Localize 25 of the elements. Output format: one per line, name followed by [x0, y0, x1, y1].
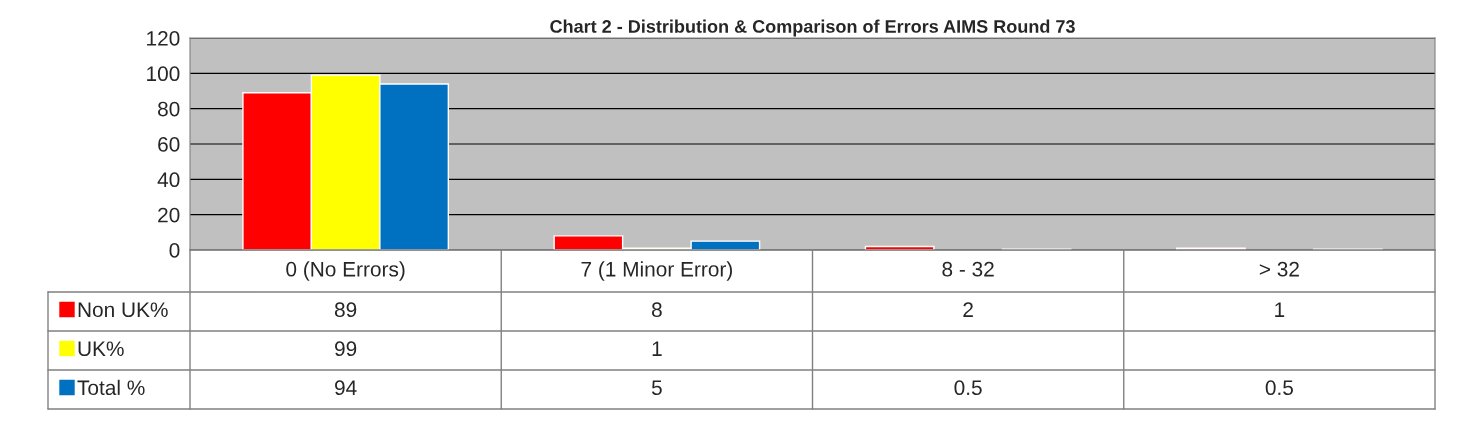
x-tick-label: > 32: [1259, 261, 1299, 277]
data-label: 8: [651, 302, 662, 318]
y-tick-label: 120: [147, 31, 180, 46]
y-tick-label: 20: [158, 207, 180, 223]
data-label: 0.5: [1265, 380, 1293, 396]
y-tick-label: 0: [169, 243, 180, 258]
data-label: 2: [963, 302, 973, 317]
data-label: 1: [1275, 302, 1285, 317]
data-label: 5: [651, 380, 662, 396]
y-tick-label: 100: [147, 66, 180, 82]
y-tick-label: 40: [157, 172, 180, 188]
legend-label: UK%: [78, 341, 124, 357]
data-label: 89: [334, 302, 357, 318]
chart-title: Chart 2 - Distribution & Comparison of Errors AIMS Round 73: [550, 19, 1075, 37]
x-tick-label: 0 (No Errors): [286, 261, 405, 281]
legend-label: Non UK%: [78, 302, 168, 318]
data-label: 94: [335, 380, 357, 396]
x-tick-label: 8 - 32: [942, 261, 994, 277]
x-tick-label: 7 (1 Minor Error): [581, 261, 732, 281]
data-label: 0.5: [954, 380, 982, 396]
y-tick-label: 60: [158, 137, 180, 152]
legend-label: Total %: [77, 379, 145, 396]
y-tick-label: 80: [158, 101, 180, 117]
data-label: 99: [335, 341, 357, 357]
data-label: 1: [652, 341, 662, 356]
